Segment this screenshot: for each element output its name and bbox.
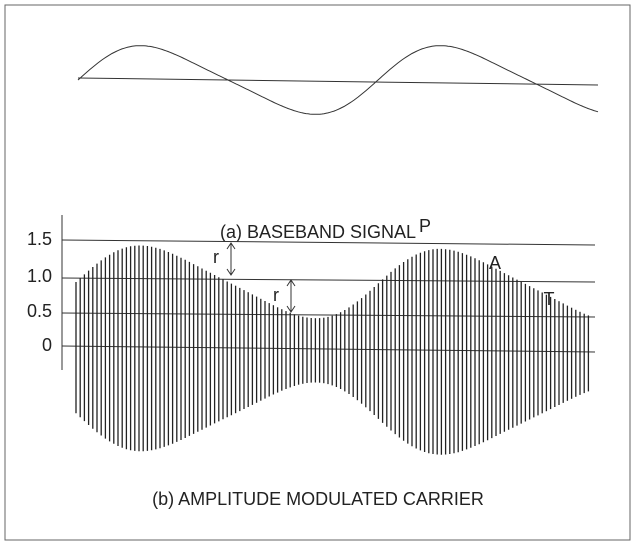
level-label: 0.5: [27, 301, 52, 321]
caption-b: (b) AMPLITUDE MODULATED CARRIER: [152, 489, 484, 509]
level-label: 0: [42, 335, 52, 355]
frame: [4, 4, 631, 541]
baseband-axis: [77, 77, 599, 86]
annotation: r: [273, 285, 279, 305]
annotation: T: [544, 289, 555, 309]
carrier: [75, 245, 590, 455]
level-line: [61, 312, 596, 318]
baseband-curve: [77, 45, 599, 115]
level-line: [61, 277, 596, 283]
level-label: 1.0: [27, 266, 52, 286]
annotation: P: [419, 216, 431, 236]
caption-a: (a) BASEBAND SIGNAL: [220, 222, 416, 242]
annotation: A: [489, 253, 501, 273]
level-label: 1.5: [27, 229, 52, 249]
arrow: [226, 242, 296, 313]
level-line: [61, 239, 596, 246]
annotation: r: [213, 247, 219, 267]
